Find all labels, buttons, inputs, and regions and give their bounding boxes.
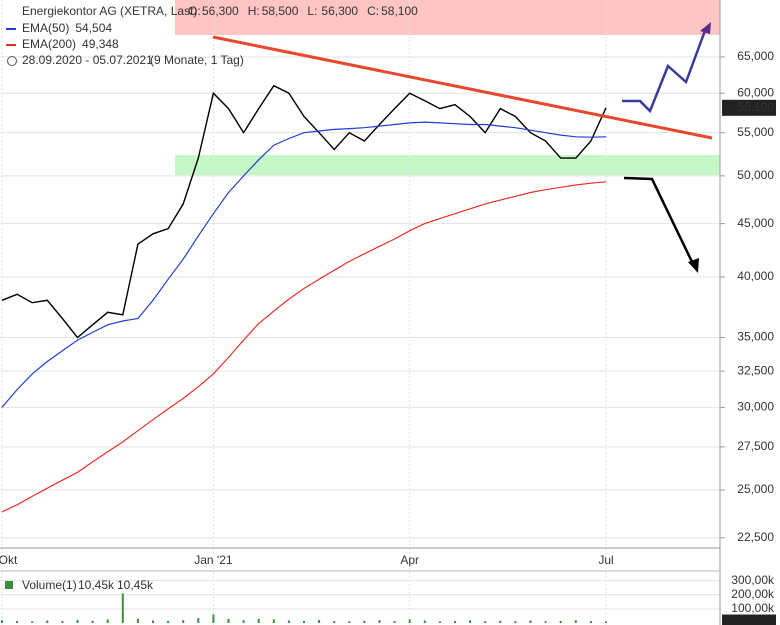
date-range: 28.09.2020 - 05.07.2021 xyxy=(22,53,153,67)
volume-bar xyxy=(257,618,260,623)
volume-bar xyxy=(272,619,275,623)
volume-bar xyxy=(31,621,34,623)
y-tick-label: 50,000 xyxy=(737,168,774,182)
volume-tick-label: 300,00k xyxy=(731,573,775,587)
volume-bar xyxy=(136,618,139,623)
volume-bar xyxy=(197,618,200,623)
volume-bar xyxy=(454,620,456,623)
volume-bar xyxy=(212,614,215,623)
volume-last-box xyxy=(722,614,776,625)
volume-bar xyxy=(499,620,502,623)
volume-bar xyxy=(544,621,547,623)
volume-bar xyxy=(589,621,592,623)
volume-bar xyxy=(227,618,230,623)
volume-bar xyxy=(333,621,336,623)
volume-bar xyxy=(393,621,396,623)
x-tick-label: Jan '21 xyxy=(194,553,233,567)
volume-average: 10,45k xyxy=(117,578,154,592)
ohlc-value: 56,300 xyxy=(321,4,358,18)
x-tick-label: Jul xyxy=(598,553,613,567)
ohlc-value: 56,300 xyxy=(202,4,239,18)
series-line xyxy=(1,121,607,408)
y-tick-label: 27,500 xyxy=(737,439,774,453)
volume-bar xyxy=(182,620,185,623)
volume-bar xyxy=(408,619,411,623)
y-tick-label: 65,000 xyxy=(737,49,774,63)
volume-bar xyxy=(16,620,19,623)
legend-value: 49,348 xyxy=(82,37,119,51)
volume-bar xyxy=(91,620,94,623)
volume-tick-label: 200,00k xyxy=(731,587,775,601)
x-tick-label: Apr xyxy=(400,553,419,567)
volume-bar xyxy=(76,619,79,623)
volume-bar xyxy=(363,620,366,623)
legend-label: EMA(200) xyxy=(22,37,76,51)
y-tick-label: 25,000 xyxy=(737,482,774,496)
trend-line xyxy=(212,35,713,140)
arrow-head xyxy=(688,258,699,273)
y-tick-label: 40,000 xyxy=(737,269,774,283)
y-tick-label: 35,000 xyxy=(737,330,774,344)
ohlc-key: L: xyxy=(307,4,317,18)
volume-bar xyxy=(514,621,517,623)
series-line xyxy=(1,84,607,339)
clock-icon xyxy=(7,56,17,66)
legend-label: EMA(50) xyxy=(22,21,69,35)
volume-bar xyxy=(318,619,321,623)
volume-bar xyxy=(423,620,426,623)
volume-bar xyxy=(167,620,170,623)
volume-icon xyxy=(5,581,13,589)
series-legend: EMA(50) 54,504 EMA(200) 49,348 xyxy=(6,21,119,51)
ohlc-key: C: xyxy=(367,4,379,18)
volume-bar xyxy=(605,621,607,623)
bear-scenario xyxy=(623,176,696,267)
ohlc-key: H: xyxy=(248,4,260,18)
arrow-head xyxy=(700,22,711,34)
volume-bar xyxy=(303,620,305,623)
y-tick-label: 55,000 xyxy=(737,125,774,139)
volume-bar xyxy=(438,621,441,623)
last-price-box xyxy=(722,99,776,116)
y-tick-label: 45,000 xyxy=(737,216,774,230)
volume-bar xyxy=(1,620,3,623)
support-zone xyxy=(175,155,720,175)
legend-value: 54,504 xyxy=(75,21,112,35)
volume-bar xyxy=(46,620,49,623)
volume-bar xyxy=(378,620,381,623)
volume-bar xyxy=(61,621,64,623)
period: (9 Monate, 1 Tag) xyxy=(150,53,244,67)
volume-title: Volume(1) xyxy=(22,578,77,592)
title: Energiekontor AG (XETRA, Last) xyxy=(22,4,197,18)
ohlc-value: 58,100 xyxy=(381,4,418,18)
x-tick-label: Okt xyxy=(0,553,18,567)
ohlc-key: O: xyxy=(188,4,201,18)
marks xyxy=(1,84,607,623)
resistance-zone xyxy=(175,0,720,35)
volume-bar xyxy=(559,620,562,623)
volume-bar xyxy=(242,620,245,623)
volume-bar xyxy=(121,593,124,623)
bull-scenario xyxy=(622,27,708,114)
y-tick-label: 60,000 xyxy=(737,85,774,99)
volume-bar xyxy=(287,620,290,623)
volume-bar xyxy=(348,621,351,623)
volume-bar xyxy=(152,620,154,623)
legend: Energiekontor AG (XETRA, Last) O: 56,300 H… xyxy=(7,4,418,67)
volume-last: 10,45k xyxy=(78,578,115,592)
volume-bar xyxy=(469,620,472,623)
grid xyxy=(0,0,725,625)
ohlc-value: 58,500 xyxy=(262,4,299,18)
volume-bar xyxy=(574,620,577,623)
volume-bar xyxy=(529,620,532,623)
series-line xyxy=(1,181,607,513)
volume-bar xyxy=(106,619,109,623)
volume-tick-label: 100,00k xyxy=(731,601,775,615)
ohlc: O: 56,300 H: 58,500 L: 56,300 C: 58,100 xyxy=(188,4,418,18)
last-price-label: 58,100 xyxy=(737,100,774,114)
volume-bar xyxy=(484,621,487,623)
y-tick-label: 22,500 xyxy=(737,530,774,544)
y-tick-label: 30,000 xyxy=(737,400,774,414)
y-tick-label: 32,500 xyxy=(737,363,774,377)
